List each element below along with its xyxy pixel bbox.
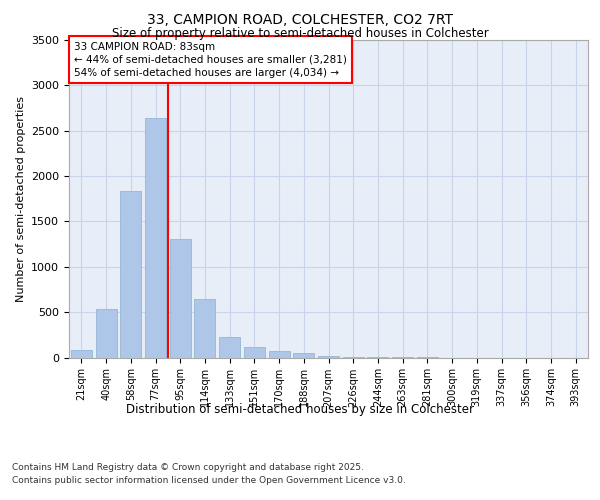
Text: Distribution of semi-detached houses by size in Colchester: Distribution of semi-detached houses by …: [126, 402, 474, 415]
Bar: [194, 300, 215, 358]
Bar: [269, 350, 290, 358]
Bar: [244, 347, 265, 358]
Bar: [293, 354, 314, 358]
Bar: [318, 356, 339, 358]
Text: 33, CAMPION ROAD, COLCHESTER, CO2 7RT: 33, CAMPION ROAD, COLCHESTER, CO2 7RT: [147, 12, 453, 26]
Bar: [145, 118, 166, 358]
Text: Contains HM Land Registry data © Crown copyright and database right 2025.: Contains HM Land Registry data © Crown c…: [12, 462, 364, 471]
Bar: [95, 310, 116, 358]
Bar: [219, 336, 240, 357]
Text: Size of property relative to semi-detached houses in Colchester: Size of property relative to semi-detach…: [112, 28, 488, 40]
Bar: [120, 190, 141, 358]
Bar: [170, 238, 191, 358]
Text: Contains public sector information licensed under the Open Government Licence v3: Contains public sector information licen…: [12, 476, 406, 485]
Text: 33 CAMPION ROAD: 83sqm
← 44% of semi-detached houses are smaller (3,281)
54% of : 33 CAMPION ROAD: 83sqm ← 44% of semi-det…: [74, 42, 347, 78]
Bar: [71, 350, 92, 358]
Y-axis label: Number of semi-detached properties: Number of semi-detached properties: [16, 96, 26, 302]
Bar: [343, 357, 364, 358]
